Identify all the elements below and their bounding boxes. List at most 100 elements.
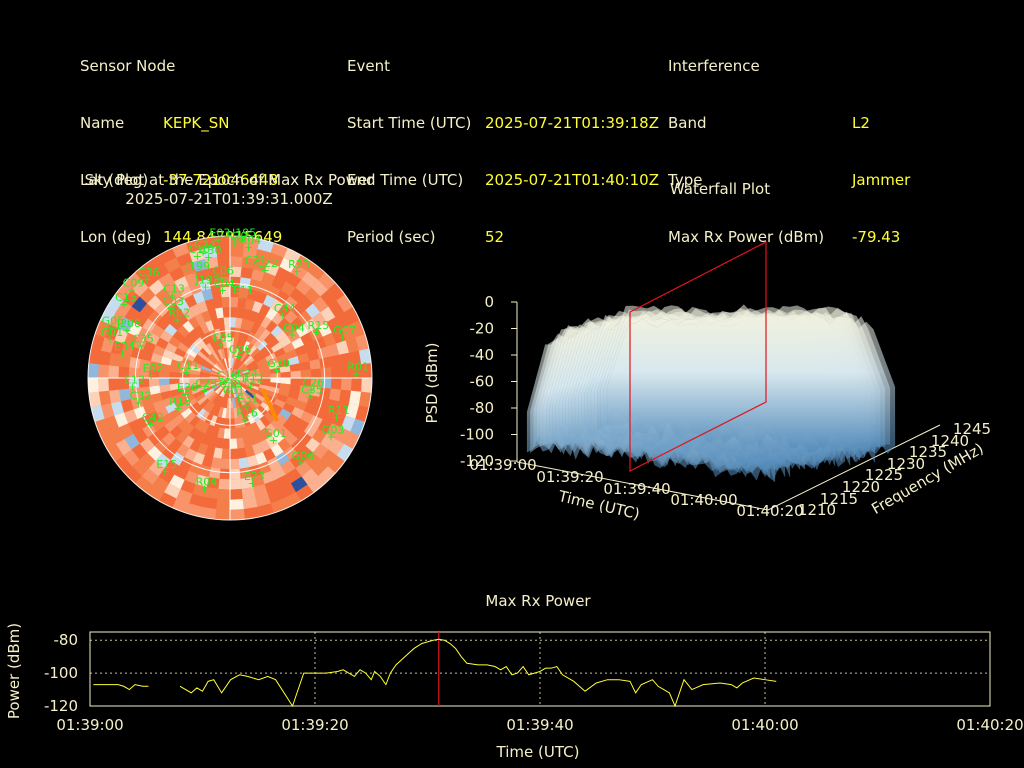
skyplot-cell [184, 448, 197, 462]
skyplot-cell [227, 378, 230, 389]
satellite-plus: + [241, 399, 250, 412]
skyplot-cell [119, 354, 131, 368]
skyplot-cell [155, 453, 171, 469]
lon-label: Lon (deg) [80, 228, 152, 246]
skyplot-cell [174, 465, 189, 480]
satellite-label: C04 [283, 322, 305, 335]
skyplot-cell [230, 398, 234, 409]
skyplot-cell [134, 475, 153, 493]
skyplot-cell [252, 350, 263, 361]
skyplot-cell [206, 477, 220, 489]
skyplot-cell [246, 388, 257, 396]
skyplot-cell [88, 378, 99, 393]
satellite-marker: +J193 [194, 274, 219, 294]
skyplot-cell [211, 287, 222, 299]
skyplot-cell [204, 487, 219, 500]
skyplot-cell [230, 373, 240, 378]
skyplot-cell [294, 399, 308, 412]
skyplot-cell [237, 297, 247, 309]
skyplot-cell [204, 256, 219, 269]
skyplot-cell [267, 337, 280, 349]
skyplot-cell [336, 401, 350, 416]
skyplot-cell [221, 337, 227, 349]
satellite-marker: +R20 [226, 229, 248, 249]
skyplot-cell [247, 345, 258, 356]
skyplot-cell [307, 349, 320, 362]
skyplot-cell [174, 347, 187, 358]
skyplot-cell [199, 378, 210, 382]
skyplot-cell [271, 403, 283, 414]
max-power-track [260, 388, 279, 422]
maxrx-xlabel: Time (UTC) [496, 743, 580, 761]
skyplot-cell [192, 357, 204, 366]
skyplot-cell [159, 330, 173, 343]
wf-time-tick-label: 01:40:00 [670, 491, 737, 509]
skyplot-cell [200, 368, 211, 374]
skyplot-cell [236, 384, 246, 394]
skyplot-cell [327, 455, 345, 474]
skyplot-cell [155, 406, 169, 419]
skyplot-cell [143, 340, 156, 353]
skyplot-cell [203, 360, 214, 368]
skyplot-cell [263, 411, 276, 424]
skyplot-cell [234, 348, 240, 359]
satellite-marker: +G03 [322, 423, 345, 443]
skyplot-cell [205, 357, 215, 367]
satellite-marker: +G01 [101, 326, 124, 346]
skyplot-cell [212, 366, 222, 373]
skyplot-cell [133, 312, 148, 328]
start-time-label: Start Time (UTC) [347, 114, 472, 132]
skyplot-cell [183, 352, 195, 362]
skyplot-cell [230, 448, 239, 460]
skyplot-cell [101, 337, 115, 353]
skyplot-cell [169, 317, 183, 331]
skyplot-cell [326, 423, 342, 439]
satellite-label: E36 [177, 381, 198, 394]
skyplot-cell [239, 467, 252, 479]
skyplot-cell [237, 364, 247, 373]
skyplot-cell [147, 431, 163, 446]
wf-z-tick-label: -40 [470, 346, 495, 364]
skyplot-cell [225, 408, 230, 419]
wf-z-tick-label: -20 [470, 320, 495, 338]
skyplot-cell [238, 382, 249, 389]
satellite-plus: + [217, 271, 226, 284]
skyplot-cell [177, 342, 189, 353]
skyplot-cell [176, 443, 190, 458]
skyplot-cell [255, 249, 271, 263]
skyplot-cell [208, 467, 221, 479]
satellite-marker: +G06 [292, 450, 315, 470]
skyplot-cell [160, 390, 173, 400]
wf-time-tick-label: 01:39:40 [603, 480, 670, 498]
skyplot-cell [202, 400, 213, 411]
skyplot-cell [218, 360, 225, 370]
skyplot-cell [250, 378, 261, 382]
skyplot-cell [216, 246, 230, 257]
skyplot-cell [331, 328, 346, 344]
wf-surface-strip [577, 310, 851, 466]
skyplot-cell [241, 256, 256, 269]
skyplot-cell [211, 426, 220, 438]
wf-surface-strip [539, 319, 791, 478]
skyplot-cell [118, 317, 134, 333]
satellite-marker: +R12 [242, 373, 264, 393]
skyplot-cell [238, 350, 246, 361]
skyplot-cell [132, 280, 149, 297]
skyplot-cell [259, 415, 271, 428]
skyplot-cell [239, 371, 250, 376]
skyplot-cell [236, 406, 243, 418]
satellite-plus: + [223, 384, 232, 397]
skyplot-cell [118, 423, 134, 439]
skyplot-cell [123, 449, 140, 467]
skyplot-cell [184, 470, 199, 485]
skyplot-cell [188, 316, 200, 329]
skyplot-cell [209, 393, 219, 403]
satellite-plus: + [338, 331, 347, 344]
satellite-marker: +C35 [301, 383, 323, 403]
skyplot-cell [297, 445, 313, 461]
skyplot-cell [217, 317, 225, 329]
satellite-plus: + [193, 250, 202, 263]
skyplot-cell [204, 445, 216, 458]
skyplot-cell [133, 428, 148, 444]
skyplot-cell [170, 359, 182, 368]
